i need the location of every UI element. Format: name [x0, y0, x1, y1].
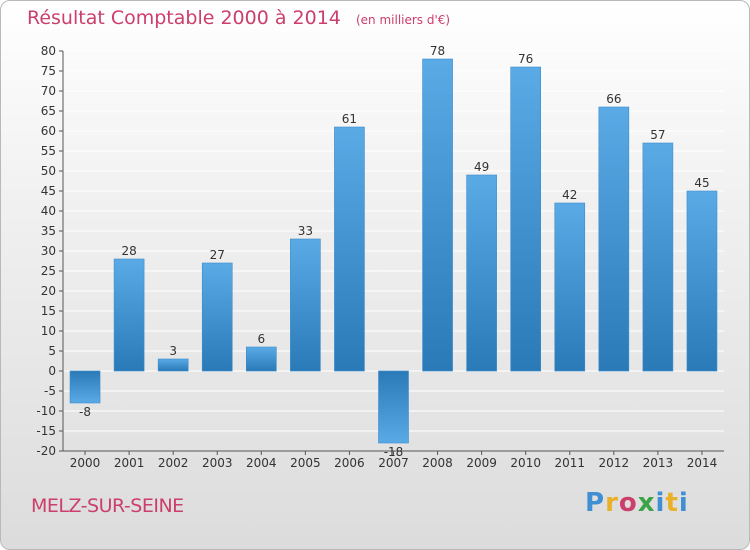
- y-tick-label: -5: [44, 384, 56, 398]
- x-tick-label: 2003: [202, 456, 233, 470]
- bar: [69, 370, 101, 404]
- y-tick-label: 0: [48, 364, 56, 378]
- data-label: 61: [342, 112, 357, 126]
- x-tick-label: 2002: [158, 456, 189, 470]
- y-tick-label: 30: [41, 244, 56, 258]
- bar: [554, 202, 586, 372]
- proxiti-logo: Proxiti: [585, 488, 689, 518]
- y-tick-label: 35: [41, 224, 56, 238]
- y-tick-label: 20: [41, 284, 56, 298]
- y-tick-label: 65: [41, 104, 56, 118]
- data-label: 27: [210, 248, 225, 262]
- data-label: 33: [298, 224, 313, 238]
- logo-letter: i: [655, 488, 666, 518]
- y-tick-label: 60: [41, 124, 56, 138]
- y-tick-label: 55: [41, 144, 56, 158]
- x-tick-label: 2005: [290, 456, 321, 470]
- bar: [201, 262, 233, 372]
- bar: [246, 346, 277, 372]
- data-label: 66: [606, 92, 621, 106]
- y-tick-label: 45: [41, 184, 56, 198]
- bar: [510, 66, 542, 372]
- bar: [422, 58, 453, 372]
- data-label: -8: [79, 405, 91, 419]
- bar: [642, 142, 674, 372]
- bar: [334, 126, 365, 372]
- y-tick-label: 5: [48, 344, 56, 358]
- x-tick-label: 2006: [334, 456, 365, 470]
- logo-letter: r: [605, 488, 619, 518]
- data-label: 49: [474, 160, 489, 174]
- x-tick-label: 2014: [687, 456, 718, 470]
- logo-letter: i: [678, 488, 689, 518]
- data-label: 78: [430, 44, 445, 58]
- logo-letter: x: [637, 488, 656, 518]
- y-tick-label: 10: [41, 324, 56, 338]
- bar: [686, 190, 718, 372]
- x-tick-label: 2013: [643, 456, 674, 470]
- x-tick-label: 2009: [466, 456, 497, 470]
- x-tick-label: 2012: [599, 456, 630, 470]
- x-tick-label: 2004: [246, 456, 277, 470]
- bar: [157, 358, 189, 372]
- data-label: 3: [169, 344, 177, 358]
- bar: [466, 174, 497, 372]
- commune-name: MELZ-SUR-SEINE: [31, 495, 184, 517]
- data-label: 76: [518, 52, 533, 66]
- y-tick-label: 25: [41, 264, 56, 278]
- y-tick-label: -20: [36, 444, 56, 458]
- data-label: 45: [694, 176, 709, 190]
- y-tick-label: 40: [41, 204, 56, 218]
- data-label: 57: [650, 128, 665, 142]
- bar: [113, 258, 145, 372]
- x-tick-label: 2000: [70, 456, 101, 470]
- y-tick-label: 70: [41, 84, 56, 98]
- data-label: 28: [121, 244, 136, 258]
- logo-letter: P: [585, 488, 606, 518]
- chart-title-text: Résultat Comptable 2000 à 2014: [27, 7, 341, 29]
- bar: [290, 238, 321, 372]
- data-label: 6: [257, 332, 265, 346]
- logo-letter: o: [618, 488, 638, 518]
- y-tick-label: 50: [41, 164, 56, 178]
- x-tick-label: 2007: [378, 456, 409, 470]
- x-tick-label: 2010: [510, 456, 541, 470]
- bar: [378, 370, 409, 444]
- x-tick-label: 2008: [422, 456, 453, 470]
- chart-title: Résultat Comptable 2000 à 2014 (en milli…: [27, 7, 450, 29]
- y-tick-label: -10: [36, 404, 56, 418]
- x-tick-label: 2001: [114, 456, 145, 470]
- y-tick-label: 75: [41, 64, 56, 78]
- y-tick-label: 80: [41, 44, 56, 58]
- bar: [598, 106, 630, 372]
- logo-letter: t: [665, 488, 679, 518]
- data-label: 42: [562, 188, 577, 202]
- chart-unit-text: (en milliers d'€): [355, 13, 451, 27]
- x-tick-label: 2011: [554, 456, 585, 470]
- y-tick-label: -15: [36, 424, 56, 438]
- y-tick-label: 15: [41, 304, 56, 318]
